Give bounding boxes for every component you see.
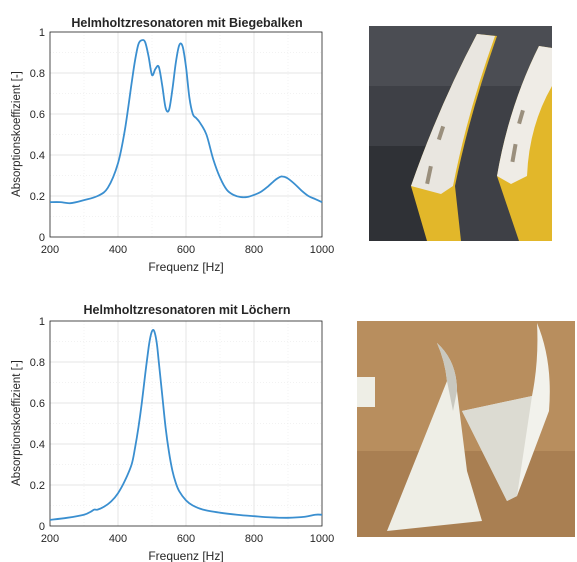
plot-area [49, 320, 323, 527]
chart-biegebalken: Helmholtzresonatoren mit Biegebalken 0 0.… [11, 16, 334, 274]
y-axis-label: Absorptionskoeffizient [-] [11, 360, 23, 486]
plot-area [49, 31, 323, 238]
y-tick-label: 0 [39, 521, 45, 533]
grid [49, 320, 323, 527]
y-tick-label: 0.4 [30, 150, 45, 162]
chart-loechern: Helmholtzresonatoren mit Löchern 0 0.2 0.4… [11, 303, 334, 562]
x-tick-label: 600 [177, 244, 195, 256]
y-ticks: 0 0.2 0.4 0.6 0.8 1 [30, 316, 45, 533]
x-tick-label: 800 [245, 533, 263, 545]
series-line [49, 329, 323, 521]
y-tick-label: 1 [39, 27, 45, 39]
y-tick-label: 1 [39, 316, 45, 328]
y-tick-label: 0.6 [30, 109, 45, 121]
y-tick-label: 0.2 [30, 480, 45, 492]
y-tick-label: 0.6 [30, 398, 45, 410]
y-tick-label: 0 [39, 232, 45, 244]
bent-beam-resonators-photo [369, 26, 552, 241]
x-tick-label: 400 [109, 244, 127, 256]
x-tick-label: 400 [109, 533, 127, 545]
perforated-resonators-photo [357, 321, 575, 537]
y-ticks: 0 0.2 0.4 0.6 0.8 1 [30, 27, 45, 244]
x-tick-label: 600 [177, 533, 195, 545]
x-tick-label: 200 [41, 244, 59, 256]
x-tick-label: 200 [41, 533, 59, 545]
chart-title: Helmholtzresonatoren mit Löchern [84, 303, 291, 317]
x-axis-label: Frequenz [Hz] [148, 260, 223, 274]
x-tick-label: 1000 [310, 244, 334, 256]
x-tick-label: 1000 [310, 533, 334, 545]
x-axis-label: Frequenz [Hz] [148, 549, 223, 562]
y-tick-label: 0.8 [30, 68, 45, 80]
chart-title: Helmholtzresonatoren mit Biegebalken [71, 16, 302, 30]
y-tick-label: 0.2 [30, 191, 45, 203]
x-ticks: 200 400 600 800 1000 [41, 244, 334, 256]
y-tick-label: 0.8 [30, 357, 45, 369]
x-ticks: 200 400 600 800 1000 [41, 533, 334, 545]
series-line [49, 39, 323, 205]
x-tick-label: 800 [245, 244, 263, 256]
y-tick-label: 0.4 [30, 439, 45, 451]
y-axis-label: Absorptionskoeffizient [-] [11, 71, 23, 197]
